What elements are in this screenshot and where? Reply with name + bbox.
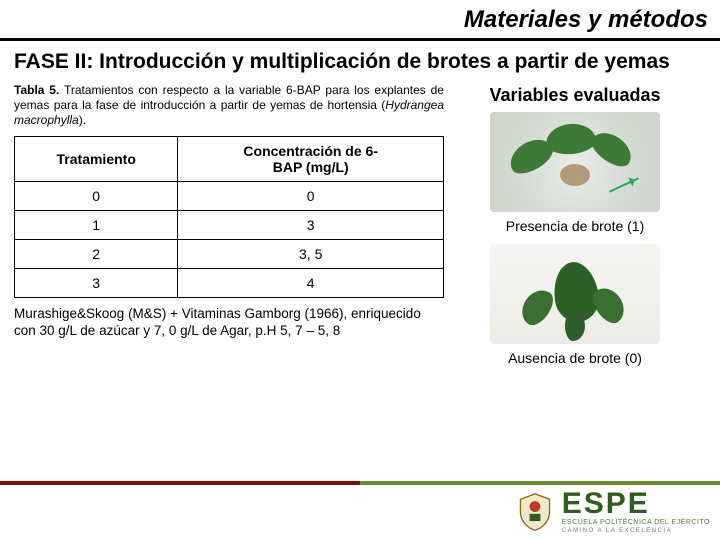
slide-title: Materiales y métodos <box>0 6 708 34</box>
footer-row: ESPE ESCUELA POLITÉCNICA DEL EJÉRCITO CA… <box>0 489 720 540</box>
caption-lead: Tabla 5. <box>14 83 59 97</box>
leaf-icon <box>515 284 558 330</box>
variables-title: Variables evaluadas <box>456 85 694 106</box>
treatments-table: Tratamiento Concentración de 6- BAP (mg/… <box>14 136 444 298</box>
caption-body-1: Tratamientos con respecto a la variable … <box>14 83 444 112</box>
brand-name: ESPE <box>562 489 650 519</box>
right-column: Variables evaluadas Presencia de brote (… <box>444 83 694 376</box>
bulb-icon <box>560 164 590 186</box>
brand-sub: ESCUELA POLITÉCNICA DEL EJÉRCITO <box>562 519 710 526</box>
cell: 0 <box>15 182 178 211</box>
image-presence <box>490 112 660 212</box>
phase-subtitle: FASE II: Introducción y multiplicación d… <box>0 41 720 81</box>
leaf-icon <box>545 122 597 156</box>
brand-block: ESPE ESCUELA POLITÉCNICA DEL EJÉRCITO CA… <box>562 489 710 534</box>
image-absence-caption: Ausencia de brote (0) <box>456 350 694 366</box>
title-bar: Materiales y métodos <box>0 0 720 41</box>
col-concentracion: Concentración de 6- BAP (mg/L) <box>178 137 444 182</box>
footer: ESPE ESCUELA POLITÉCNICA DEL EJÉRCITO CA… <box>0 481 720 540</box>
col-concentracion-unit: BAP (mg/L) <box>182 159 439 175</box>
left-column: Tabla 5. Tratamientos con respecto a la … <box>14 83 444 376</box>
content-area: Tabla 5. Tratamientos con respecto a la … <box>0 81 720 376</box>
table-row: 2 3, 5 <box>15 240 444 269</box>
arrow-icon <box>609 178 639 193</box>
cell: 4 <box>178 269 444 298</box>
image-absence <box>490 244 660 344</box>
cell: 3 <box>178 211 444 240</box>
cell: 3 <box>15 269 178 298</box>
table-row: 1 3 <box>15 211 444 240</box>
medium-note: Murashige&Skoog (M&S) + Vitaminas Gambor… <box>14 306 444 340</box>
shield-icon <box>516 492 554 532</box>
table-header-row: Tratamiento Concentración de 6- BAP (mg/… <box>15 137 444 182</box>
table-caption: Tabla 5. Tratamientos con respecto a la … <box>14 83 444 128</box>
leaf-icon <box>565 311 585 341</box>
col-tratamiento: Tratamiento <box>15 137 178 182</box>
cell: 2 <box>15 240 178 269</box>
cell: 1 <box>15 211 178 240</box>
col-concentracion-label: Concentración de 6- <box>243 143 378 159</box>
cell: 3, 5 <box>178 240 444 269</box>
table-row: 3 4 <box>15 269 444 298</box>
table-row: 0 0 <box>15 182 444 211</box>
footer-divider <box>0 481 720 485</box>
caption-body-2: ). <box>79 113 86 127</box>
image-presence-caption: Presencia de brote (1) <box>456 218 694 234</box>
cell: 0 <box>178 182 444 211</box>
brand-tag: CAMINO A LA EXCELENCIA <box>562 528 672 534</box>
